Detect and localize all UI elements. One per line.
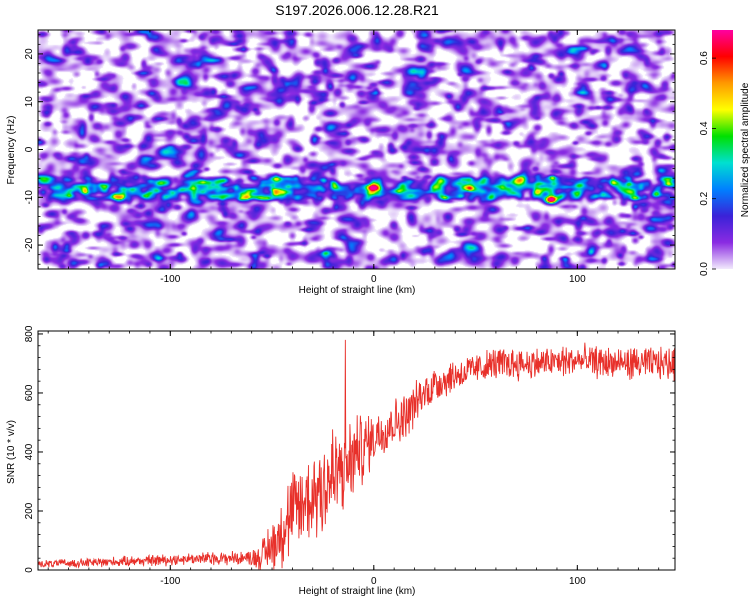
x-tick-label: 100 [569,274,586,285]
y-tick-label: 0 [24,146,35,152]
colorbar-tick-label: 0.4 [699,121,710,135]
y-tick-label: 20 [24,48,35,60]
colorbar-tick-label: 0.6 [699,51,710,65]
chart-title: S197.2026.006.12.28.R21 [275,2,439,18]
y-tick-label: 800 [24,325,35,342]
snr-x-label: Height of straight line (km) [299,586,416,597]
snr-y-label: SNR (10 * v/v) [6,420,17,484]
y-tick-label: -20 [24,237,35,252]
snr-frame [37,330,676,571]
y-tick-label: 200 [24,502,35,519]
colorbar: 0.0 0.2 0.4 0.6 Normalized spectral amplitu… [699,30,750,276]
x-tick-label: 0 [371,274,377,285]
spectrogram-plot [38,30,675,269]
spectrogram-x-label: Height of straight line (km) [299,285,416,296]
x-tick-label: -100 [160,274,180,285]
colorbar-tick-label: 0.2 [699,191,710,205]
snr-series-line [38,339,675,570]
y-tick-label: -10 [24,190,35,205]
y-tick-label: 0 [24,567,35,573]
colorbar-tick-label: 0.0 [699,262,710,276]
snr-x-ticks: -100 0 100 [47,331,660,587]
x-tick-label: 100 [569,576,586,587]
snr-y-ticks: 0 200 400 600 800 [24,325,675,573]
spectrogram-y-label: Frequency (Hz) [6,116,17,185]
y-tick-label: 10 [24,96,35,108]
colorbar-ticks: 0.0 0.2 0.4 0.6 [699,51,716,276]
colorbar-label: Normalized spectral amplitude [740,82,750,217]
y-tick-label: 400 [24,443,35,460]
y-tick-label: 600 [24,384,35,401]
spectrogram-y-ticks: -20 -10 0 10 20 [24,34,675,265]
x-tick-label: -100 [160,576,180,587]
snr-panel: -100 0 100 0 200 400 600 800 Height of straigh… [6,325,676,597]
spectrogram-x-ticks: -100 0 100 [47,30,660,285]
x-tick-label: 0 [371,576,377,587]
colorbar-gradient [712,30,733,269]
